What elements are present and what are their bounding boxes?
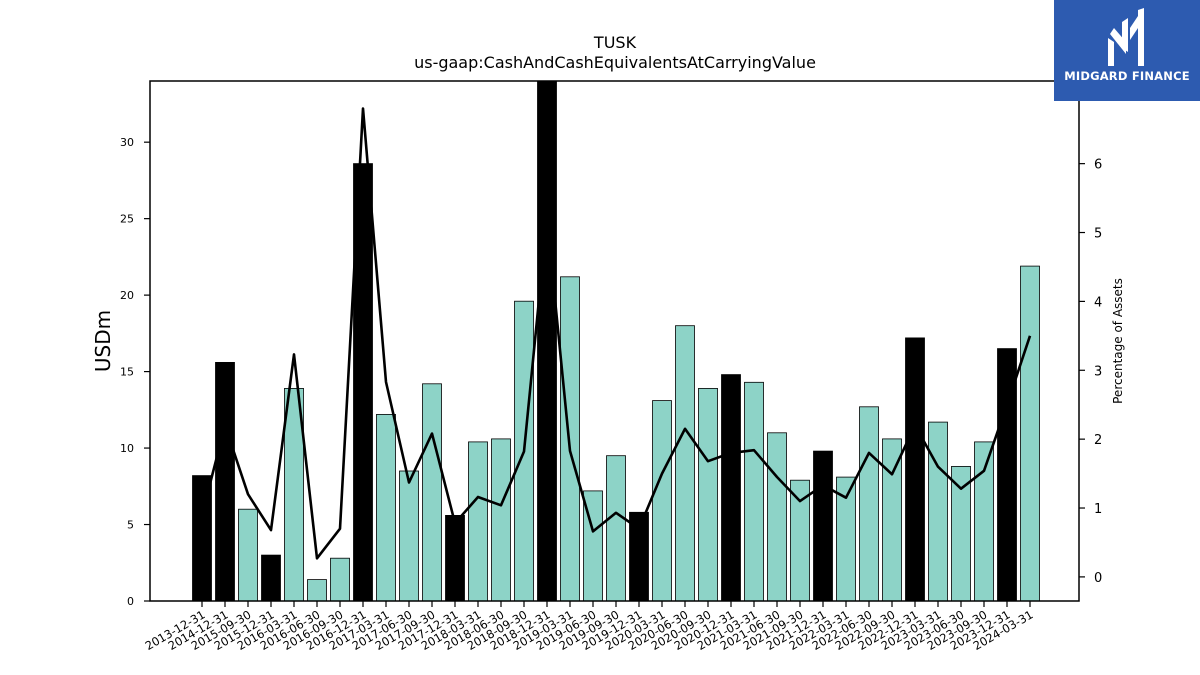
chart-title: TUSK — [593, 33, 637, 52]
bar-2017-06-30 — [399, 470, 419, 602]
bar-2023-09-30 — [974, 441, 994, 602]
line-layer — [200, 107, 1032, 560]
bar-2024-03-31 — [1020, 265, 1040, 602]
y-axis-label-right: Percentage of Assets — [1111, 278, 1125, 404]
y2-tick-label-3: 3 — [1094, 364, 1102, 379]
bar-2018-03-31 — [468, 441, 488, 602]
bar-2020-06-30 — [675, 325, 695, 602]
bar-2014-12-31 — [215, 361, 235, 602]
bar-2020-03-31 — [652, 400, 672, 602]
bar-2016-06-30 — [307, 579, 327, 602]
y-tick-label-10: 10 — [120, 442, 134, 455]
bar-2015-12-31 — [261, 554, 281, 602]
bar-2021-06-30 — [767, 432, 787, 602]
y2-tick-label-6: 6 — [1094, 158, 1102, 173]
bar-2022-06-30 — [859, 406, 879, 602]
y-axis-right: 0 1 2 3 4 5 6 — [1079, 158, 1102, 586]
y2-tick-label-0: 0 — [1094, 571, 1102, 586]
bar-2020-12-31 — [721, 374, 741, 602]
bar-2021-03-31 — [744, 381, 764, 602]
plot-frame — [149, 80, 1080, 602]
bar-2020-09-30 — [698, 387, 718, 602]
bar-2023-06-30 — [951, 465, 971, 602]
y-tick-label-20: 20 — [120, 289, 134, 302]
x-axis: 2013-12-312014-12-312015-09-302015-12-31… — [143, 601, 1036, 653]
bar-2023-03-31 — [928, 421, 948, 602]
bar-2016-09-30 — [330, 557, 350, 602]
brand-logo-text: MIDGARD FINANCE — [1064, 69, 1190, 83]
y-axis-label-left: USDm — [91, 310, 115, 372]
series-line — [200, 107, 1032, 560]
y-tick-label-25: 25 — [120, 213, 134, 226]
bar-2017-03-31 — [376, 413, 396, 602]
y2-tick-label-1: 1 — [1094, 502, 1102, 517]
chart-subtitle: us-gaap:CashAndCashEquivalentsAtCarrying… — [414, 53, 816, 72]
bar-2017-09-30 — [422, 383, 442, 602]
bar-2013-12-31 — [192, 475, 212, 602]
midgard-logo-icon — [1108, 8, 1144, 66]
y-tick-label-30: 30 — [120, 136, 134, 149]
y2-tick-label-5: 5 — [1094, 227, 1102, 242]
bar-2017-12-31 — [445, 515, 465, 602]
y-axis-left: 0 5 10 15 20 25 30 — [120, 136, 150, 608]
bar-2021-09-30 — [790, 479, 810, 602]
brand-logo: MIDGARD FINANCE — [1054, 0, 1200, 101]
bar-2018-06-30 — [491, 438, 511, 602]
bars-group — [192, 80, 1040, 602]
y-tick-label-15: 15 — [120, 366, 134, 379]
bar-2018-12-31 — [537, 80, 557, 602]
y2-tick-label-4: 4 — [1094, 295, 1102, 310]
bar-2019-09-30 — [606, 455, 626, 602]
y-tick-label-0: 0 — [127, 595, 134, 608]
y-tick-label-5: 5 — [127, 519, 134, 532]
y2-tick-label-2: 2 — [1094, 433, 1102, 448]
bar-2022-12-31 — [905, 337, 925, 602]
bar-2021-12-31 — [813, 450, 833, 602]
bar-2015-09-30 — [238, 508, 258, 602]
